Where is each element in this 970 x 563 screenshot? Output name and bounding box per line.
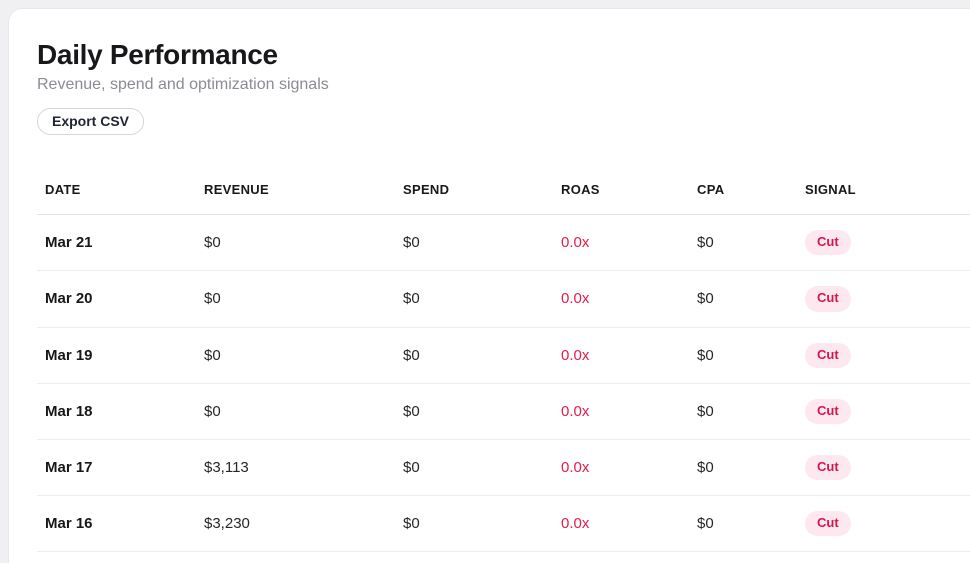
revenue-cell: $3,230 [196, 495, 395, 553]
page-title: Daily Performance [37, 39, 278, 70]
daily-performance-table: Date Revenue Spend ROAS CPA Signal Mar 21 $0 $0… [37, 172, 970, 563]
revenue-cell: $0 [196, 383, 395, 440]
column-header-spend: Spend [395, 172, 553, 216]
signal-badge: Cut [805, 511, 851, 537]
table-row: Mar 20 $0 $0 0.0x $0 Cut [37, 270, 970, 328]
spend-cell: $0 [395, 327, 553, 384]
signal-cell: Cut [797, 439, 970, 497]
signal-badge: Cut [805, 398, 851, 424]
cpa-cell: $0 [689, 439, 797, 497]
cpa-cell: $0 [689, 495, 797, 553]
date-cell: Mar 19 [37, 327, 196, 384]
date-cell: Mar 17 [37, 439, 196, 497]
signal-badge: Cut [805, 286, 851, 312]
cpa-cell: $0 [689, 214, 797, 272]
table-row: Mar 19 $0 $0 0.0x $0 Cut [37, 327, 970, 384]
cpa-cell: $0 [689, 551, 797, 563]
table-row: Mar 17 $3,113 $0 0.0x $0 Cut [37, 439, 970, 497]
spend-cell: $0 [395, 270, 553, 328]
daily-performance-card: Daily Performance Revenue, spend and opt… [8, 8, 970, 563]
export-csv-button[interactable]: Export CSV [37, 108, 145, 136]
date-cell: Mar 21 [37, 214, 196, 272]
column-header-revenue: Revenue [196, 172, 395, 216]
roas-cell: 0.0x [553, 327, 689, 384]
roas-cell: 0.0x [553, 495, 689, 553]
spend-cell: $0 [395, 551, 553, 563]
signal-badge: Cut [805, 454, 851, 481]
roas-cell: 0.0x [553, 383, 689, 440]
roas-cell: 0.0x [553, 439, 689, 497]
revenue-cell: $0 [196, 327, 395, 384]
table-row: Mar 18 $0 $0 0.0x $0 Cut [37, 383, 970, 440]
cpa-cell: $0 [689, 270, 797, 328]
revenue-cell: $0 [196, 214, 395, 272]
roas-cell: 0.0x [553, 214, 689, 272]
signal-cell: Cut [797, 327, 970, 384]
table-header: Date Revenue Spend ROAS CPA Signal [37, 172, 970, 216]
table-body: Mar 21 $0 $0 0.0x $0 Cut Mar 20 $0 $0 0.0x $0 Cut Ma… [37, 214, 970, 563]
signal-cell: Cut [797, 551, 970, 563]
column-header-roas: ROAS [553, 172, 689, 216]
date-cell: Mar 18 [37, 383, 196, 440]
revenue-cell: $0 [196, 270, 395, 328]
column-header-date: Date [37, 172, 196, 216]
signal-cell: Cut [797, 383, 970, 440]
date-cell: Mar 16 [37, 495, 196, 553]
signal-cell: Cut [797, 270, 970, 328]
signal-cell: Cut [797, 214, 970, 272]
page-subtitle: Revenue, spend and optimization signals [37, 76, 329, 94]
spend-cell: $0 [395, 214, 553, 272]
revenue-cell: $3,113 [196, 439, 395, 497]
table-header-row: Date Revenue Spend ROAS CPA Signal [37, 172, 970, 216]
date-cell: Mar 15 [37, 551, 196, 563]
spend-cell: $0 [395, 439, 553, 497]
cpa-cell: $0 [689, 383, 797, 440]
cpa-cell: $0 [689, 327, 797, 384]
signal-badge: Cut [805, 342, 851, 368]
date-cell: Mar 20 [37, 270, 196, 328]
spend-cell: $0 [395, 495, 553, 553]
table-row: Mar 21 $0 $0 0.0x $0 Cut [37, 214, 970, 272]
signal-badge: Cut [805, 230, 851, 256]
revenue-cell: $0 [196, 551, 395, 563]
table-row: Mar 16 $3,230 $0 0.0x $0 Cut [37, 495, 970, 553]
roas-cell: 0.0x [553, 551, 689, 563]
column-header-cpa: CPA [689, 172, 797, 216]
column-header-signal: Signal [797, 172, 970, 216]
roas-cell: 0.0x [553, 270, 689, 328]
spend-cell: $0 [395, 383, 553, 440]
signal-cell: Cut [797, 495, 970, 553]
